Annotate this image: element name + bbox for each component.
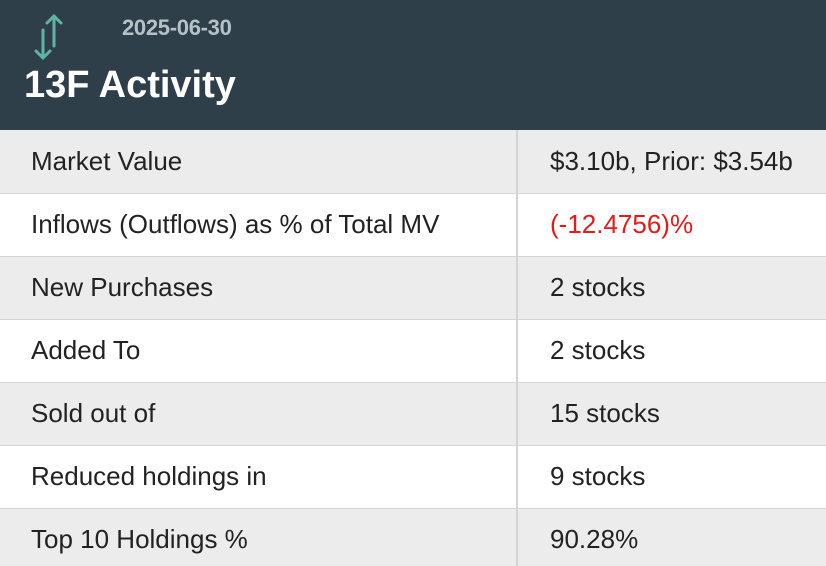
row-label: Reduced holdings in (0, 445, 518, 509)
page-title: 13F Activity (24, 64, 236, 106)
row-label: Sold out of (0, 382, 518, 446)
row-label: Inflows (Outflows) as % of Total MV (0, 193, 518, 257)
activity-table: Market Value $3.10b, Prior: $3.54b Inflo… (0, 130, 826, 566)
table-row-inflows-outflows: Inflows (Outflows) as % of Total MV (-12… (0, 193, 826, 257)
row-value: 15 stocks (517, 382, 826, 446)
row-value: $3.10b, Prior: $3.54b (517, 130, 826, 194)
header: 2025-06-30 13F Activity (0, 0, 826, 130)
row-value: 9 stocks (517, 445, 826, 509)
report-date: 2025-06-30 (122, 15, 232, 40)
table-row-sold-out-of: Sold out of 15 stocks (0, 382, 826, 446)
row-value: 2 stocks (517, 319, 826, 383)
table-row-new-purchases: New Purchases 2 stocks (0, 256, 826, 320)
table-row-market-value: Market Value $3.10b, Prior: $3.54b (0, 130, 826, 194)
row-value-negative: (-12.4756)% (517, 193, 826, 257)
row-label: New Purchases (0, 256, 518, 320)
table-row-top-10-holdings: Top 10 Holdings % 90.28% (0, 508, 826, 566)
row-value: 2 stocks (517, 256, 826, 320)
row-label: Top 10 Holdings % (0, 508, 518, 566)
row-value: 90.28% (517, 508, 826, 566)
table-row-reduced-holdings: Reduced holdings in 9 stocks (0, 445, 826, 509)
up-down-arrows-icon (34, 14, 63, 60)
row-label: Market Value (0, 130, 518, 194)
row-label: Added To (0, 319, 518, 383)
table-row-added-to: Added To 2 stocks (0, 319, 826, 383)
